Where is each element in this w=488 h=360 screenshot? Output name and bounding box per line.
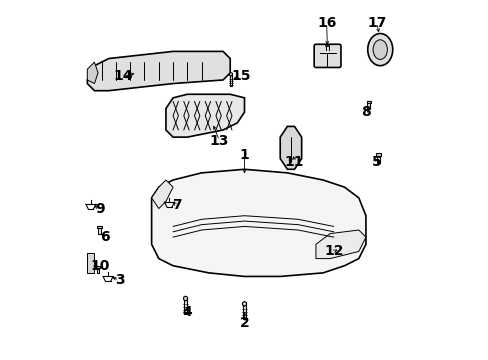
Text: 12: 12 [324,244,343,258]
Ellipse shape [372,40,386,59]
FancyBboxPatch shape [313,44,340,67]
Text: 16: 16 [316,16,336,30]
Text: 13: 13 [209,134,229,148]
Text: 3: 3 [114,273,124,287]
Polygon shape [280,126,301,169]
Bar [366,102,369,109]
Text: 6: 6 [100,230,110,244]
Text: 15: 15 [231,69,250,84]
Bar [376,154,380,163]
Bar [98,226,101,234]
Bar [229,75,231,86]
Bar [243,305,245,319]
Text: 11: 11 [284,155,304,169]
Text: 2: 2 [239,316,249,330]
Text: 1: 1 [239,148,249,162]
Text: 17: 17 [366,16,386,30]
Polygon shape [151,180,173,208]
Text: 5: 5 [371,155,381,169]
Polygon shape [315,230,365,258]
Ellipse shape [367,33,392,66]
Text: 14: 14 [113,69,133,84]
Polygon shape [165,94,244,137]
Bar [97,267,99,273]
Text: 9: 9 [95,202,104,216]
Polygon shape [87,51,230,91]
Text: 4: 4 [182,305,192,319]
Polygon shape [87,62,98,84]
Bar [96,266,100,269]
Bar [375,153,381,156]
Polygon shape [151,169,365,276]
Text: 10: 10 [90,259,109,273]
Bar [184,300,186,314]
Bar [366,101,370,103]
Bar [87,253,94,273]
Text: 7: 7 [171,198,181,212]
Bar [97,226,102,228]
Text: 8: 8 [360,105,370,119]
